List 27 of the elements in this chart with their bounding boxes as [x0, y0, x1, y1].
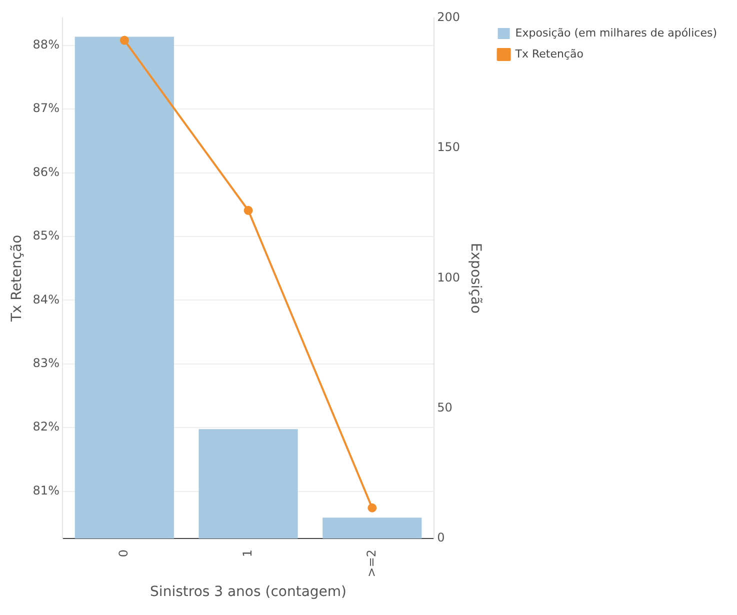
bar — [74, 36, 174, 538]
y2-tick-label: 0 — [437, 530, 445, 545]
y-tick-label: 88% — [32, 38, 60, 52]
legend-label: Tx Retenção — [514, 47, 584, 60]
point — [244, 206, 253, 215]
x-tick-label: 0 — [116, 549, 131, 558]
y-tick-label: 81% — [32, 483, 60, 498]
y-tick-label: 86% — [32, 164, 60, 179]
y-axis-title: Tx Retenção — [9, 234, 26, 323]
bar — [322, 518, 422, 538]
y2-tick-label: 200 — [437, 10, 460, 24]
y2-tick-label: 50 — [437, 400, 452, 414]
y-tick-label: 83% — [32, 356, 60, 370]
y2-axis-title: Exposição — [468, 242, 484, 314]
y-tick-label: 84% — [32, 292, 60, 306]
legend-label: Exposição (em milhares de apólices) — [515, 26, 718, 40]
x-tick-label: >=2 — [364, 549, 378, 578]
y-tick-label: 87% — [32, 101, 60, 116]
y2-tick-label: 150 — [437, 140, 460, 154]
point — [120, 36, 129, 45]
y2-tick-label: 100 — [437, 270, 460, 284]
point — [368, 503, 377, 512]
x-tick-label: 1 — [240, 549, 254, 558]
bar — [198, 429, 298, 538]
y-tick-label: 85% — [32, 228, 60, 243]
y-tick-label: 82% — [32, 420, 60, 434]
x-axis-title: Sinistros 3 anos (contagem) — [150, 584, 347, 600]
